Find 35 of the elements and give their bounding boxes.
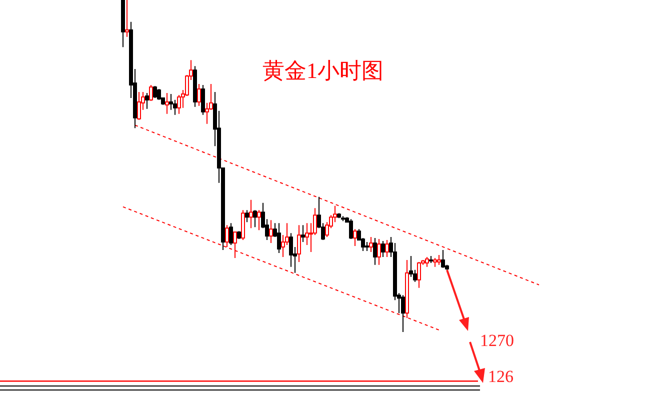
text: 黄金1小时图 xyxy=(262,58,384,83)
candlestick xyxy=(149,84,153,102)
candlestick xyxy=(157,88,161,100)
candlestick xyxy=(385,240,389,258)
candlestick xyxy=(201,84,205,116)
candlestick xyxy=(301,224,305,243)
candlestick xyxy=(297,224,301,262)
annotation: 1270 xyxy=(480,331,514,350)
candlestick xyxy=(233,232,237,258)
candlestick xyxy=(381,240,385,258)
candlestick xyxy=(177,94,181,114)
candlestick xyxy=(349,218,353,240)
candlestick xyxy=(229,222,233,246)
candlestick xyxy=(137,91,141,120)
candlestick xyxy=(277,222,281,254)
candlestick xyxy=(225,224,229,248)
candlestick xyxy=(401,294,405,332)
candlestick xyxy=(353,228,357,247)
candlestick xyxy=(425,256,429,268)
candlestick xyxy=(417,261,421,288)
candlestick xyxy=(369,236,373,252)
candlestick xyxy=(437,254,441,266)
candlestick xyxy=(269,220,273,244)
candlestick xyxy=(153,85,157,98)
candlestick xyxy=(373,238,377,266)
candlestick xyxy=(253,210,257,228)
candlestick xyxy=(249,199,253,229)
candlestick xyxy=(257,210,261,231)
candlestick xyxy=(197,83,201,106)
candlestick xyxy=(377,238,381,266)
candlestick xyxy=(145,92,149,110)
candlestick xyxy=(245,210,249,223)
candlestick xyxy=(165,92,169,114)
candlestick xyxy=(441,249,445,268)
text: 126 xyxy=(488,367,514,386)
